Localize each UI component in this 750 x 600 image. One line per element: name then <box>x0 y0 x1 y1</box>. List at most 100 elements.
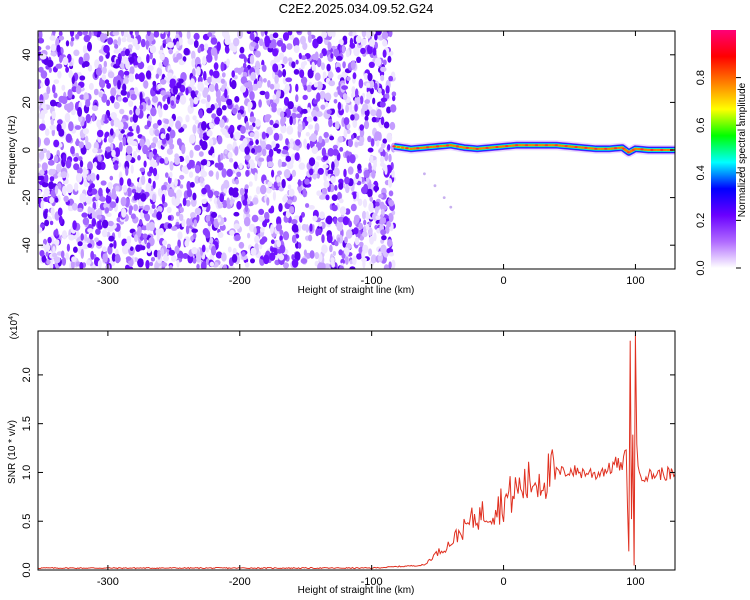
heatmap-cell <box>65 40 70 47</box>
x-tick-label: -100 <box>361 576 383 588</box>
heatmap-cell <box>87 161 93 171</box>
heatmap-cell <box>169 129 176 139</box>
heatmap-cell <box>174 155 181 165</box>
heatmap-cell <box>311 109 318 118</box>
heatmap-cell <box>227 246 232 253</box>
heatmap-cell <box>382 164 388 172</box>
heatmap-cell <box>243 216 251 227</box>
heatmap-cell <box>228 266 236 269</box>
heatmap-cell <box>359 135 365 144</box>
heatmap-cell <box>243 56 247 64</box>
heatmap-cell <box>254 118 261 127</box>
heatmap-cell <box>344 236 348 244</box>
heatmap-cell <box>347 138 353 148</box>
heatmap-cell <box>98 91 103 98</box>
heatmap-cell <box>200 98 207 104</box>
heatmap-cell <box>234 234 241 241</box>
heatmap-cell <box>147 99 151 106</box>
heatmap-cell <box>38 45 42 51</box>
heatmap-cell <box>78 156 83 162</box>
heatmap-cell <box>308 157 316 167</box>
heatmap-cell <box>56 44 61 53</box>
heatmap-cell <box>264 211 270 220</box>
heatmap-cell <box>81 193 87 203</box>
heatmap-cell <box>190 212 196 219</box>
heatmap-cell <box>363 73 369 81</box>
heatmap-cell <box>296 31 302 34</box>
heatmap-cell <box>125 256 132 261</box>
ridge-peak-cell <box>617 146 621 149</box>
heatmap-cell <box>324 92 332 102</box>
heatmap-cell <box>277 181 281 187</box>
heatmap-cell <box>331 161 335 171</box>
heatmap-cell <box>273 181 278 189</box>
heatmap-cell <box>61 257 67 266</box>
heatmap-cell <box>288 188 295 197</box>
heatmap-cell <box>79 262 84 269</box>
heatmap-cell <box>137 258 144 268</box>
heatmap-cell <box>346 155 351 164</box>
faint-trace-point <box>449 205 453 209</box>
heatmap-cell <box>61 96 68 105</box>
heatmap-cell <box>135 244 141 252</box>
heatmap-cell <box>43 238 47 245</box>
heatmap-cell <box>328 80 336 87</box>
ridge-peak-cell <box>405 147 409 150</box>
ridge-peak-cell <box>544 144 549 147</box>
heatmap-cell <box>388 252 395 257</box>
heatmap-cell <box>61 230 68 240</box>
heatmap-cell <box>53 139 60 148</box>
ridge-peak-cell <box>610 147 615 150</box>
heatmap-cell <box>206 94 211 103</box>
snr-y-multiplier-exponent: 4 <box>8 316 15 320</box>
heatmap-cell <box>315 161 320 168</box>
faint-trace-point <box>442 196 446 200</box>
heatmap-cell <box>104 114 108 124</box>
heatmap-cell <box>344 255 349 265</box>
heatmap-cell <box>101 74 107 81</box>
heatmap-cell <box>110 87 117 97</box>
heatmap-cell <box>200 159 208 166</box>
heatmap-cell <box>152 95 159 103</box>
heatmap-cell <box>372 47 377 56</box>
heatmap-cell <box>132 113 138 123</box>
heatmap-cell <box>383 121 390 129</box>
heatmap-cell <box>382 39 388 47</box>
heatmap-cell <box>354 236 360 246</box>
heatmap-cell <box>201 244 206 253</box>
heatmap-cell <box>113 240 117 249</box>
heatmap-cell <box>367 135 372 143</box>
heatmap-cell <box>297 106 302 113</box>
heatmap-cell <box>278 203 283 212</box>
snr-frame <box>37 330 676 571</box>
heatmap-cell <box>185 87 189 96</box>
heatmap-cell <box>196 263 200 269</box>
heatmap-cell <box>318 253 323 263</box>
heatmap-cell <box>54 197 59 203</box>
heatmap-cell <box>157 249 161 260</box>
heatmap-cell <box>150 142 157 149</box>
heatmap-cell <box>38 175 44 181</box>
heatmap-cell <box>137 61 145 70</box>
heatmap-cell <box>152 80 157 87</box>
heatmap-cell <box>298 162 306 170</box>
heatmap-cell <box>201 121 207 131</box>
heatmap-cell <box>261 64 267 73</box>
heatmap-cell <box>168 249 175 256</box>
heatmap-cell <box>85 113 92 124</box>
heatmap-cell <box>118 133 123 142</box>
heatmap-cell <box>189 78 195 87</box>
heatmap-cell <box>172 85 178 95</box>
heatmap-cell <box>329 135 335 141</box>
heatmap-cell <box>143 80 149 89</box>
heatmap-cell <box>125 166 129 176</box>
heatmap-cell <box>306 84 312 93</box>
heatmap-cell <box>249 116 256 123</box>
heatmap-cell <box>61 84 66 91</box>
heatmap-cell <box>194 207 202 215</box>
heatmap-cell <box>262 148 267 157</box>
heatmap-cell <box>152 58 156 66</box>
heatmap-cell <box>267 161 274 168</box>
heatmap-cell <box>249 91 255 101</box>
y-tick-label: 1.0 <box>21 465 33 480</box>
